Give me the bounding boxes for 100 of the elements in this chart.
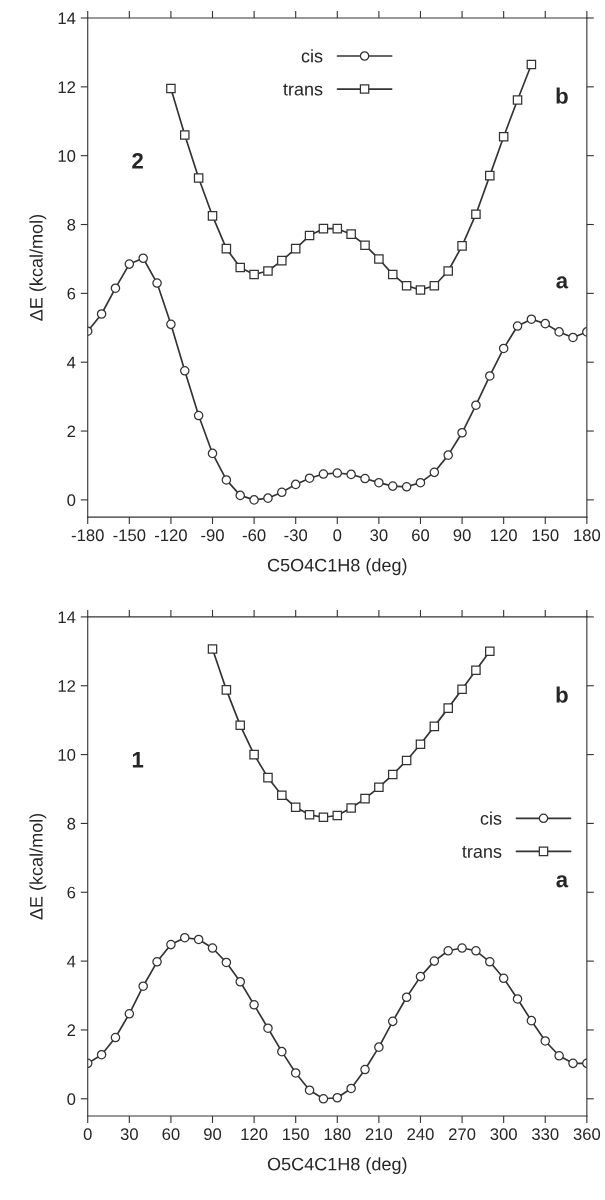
point xyxy=(263,1023,273,1034)
x-tick-label: 120 xyxy=(241,1128,268,1141)
point xyxy=(443,945,453,956)
point xyxy=(318,223,329,234)
point xyxy=(346,229,356,239)
point xyxy=(415,477,426,488)
annotation: a xyxy=(556,875,569,888)
point xyxy=(207,448,218,459)
point xyxy=(374,254,384,264)
point xyxy=(471,945,481,956)
x-tick-label: 270 xyxy=(449,1128,476,1141)
point xyxy=(457,684,467,694)
point xyxy=(290,243,301,254)
point xyxy=(332,810,343,821)
point xyxy=(498,973,509,984)
x-tick-label: 30 xyxy=(370,529,388,542)
point xyxy=(193,410,204,421)
x-tick-label: -90 xyxy=(201,529,224,542)
point xyxy=(387,269,398,280)
point xyxy=(387,1016,398,1027)
point xyxy=(166,83,176,94)
point xyxy=(512,994,523,1004)
point xyxy=(235,976,246,987)
point xyxy=(485,646,495,657)
x-tick-label: 30 xyxy=(120,1128,138,1141)
x-tick-label: 90 xyxy=(204,1128,222,1141)
point xyxy=(96,309,107,319)
y-tick-label: 2 xyxy=(67,425,76,438)
point xyxy=(332,223,343,234)
point xyxy=(471,209,481,219)
point xyxy=(346,1083,356,1094)
annotation: 2 xyxy=(132,152,143,169)
y-tick-label: 14 xyxy=(58,611,76,623)
point xyxy=(249,495,259,505)
point xyxy=(415,285,426,295)
x-tick-label: -60 xyxy=(242,529,266,542)
point xyxy=(110,283,121,293)
point xyxy=(346,803,356,813)
point xyxy=(235,490,246,501)
point xyxy=(526,59,537,70)
point xyxy=(193,173,204,183)
point xyxy=(360,240,370,250)
x-tick-label: 180 xyxy=(324,1128,351,1141)
point xyxy=(166,939,176,950)
y-tick-label: 6 xyxy=(67,886,76,899)
point xyxy=(207,644,218,654)
y-tick-label: 4 xyxy=(67,356,76,369)
point xyxy=(304,1085,315,1095)
x-tick-label: 60 xyxy=(162,1128,180,1141)
point xyxy=(221,243,232,254)
y-tick-label: 12 xyxy=(58,680,76,692)
point xyxy=(318,1093,329,1104)
point xyxy=(193,934,204,945)
y-tick-label: 6 xyxy=(67,287,76,300)
point xyxy=(124,1008,135,1019)
y-tick-label: 2 xyxy=(67,1024,76,1036)
point xyxy=(415,739,426,750)
point xyxy=(263,772,273,783)
point xyxy=(332,468,343,478)
point xyxy=(304,230,315,241)
point xyxy=(221,685,232,695)
point xyxy=(332,1092,343,1103)
point xyxy=(277,790,287,800)
point xyxy=(512,95,523,105)
point xyxy=(526,1015,537,1026)
x-tick-label: 300 xyxy=(490,1128,517,1141)
x-tick-label: 210 xyxy=(365,1128,393,1141)
point xyxy=(401,755,412,766)
point xyxy=(554,1050,564,1061)
point xyxy=(235,720,246,731)
y-tick-label: 8 xyxy=(67,817,76,830)
point xyxy=(318,469,329,479)
x-axis-title: O5C4C1H8 (deg) xyxy=(267,1157,407,1175)
x-tick-label: 0 xyxy=(83,1128,92,1141)
point xyxy=(263,266,273,276)
y-tick-label: 10 xyxy=(58,150,76,162)
x-tick-label: 150 xyxy=(283,1128,309,1141)
point xyxy=(179,932,190,943)
point xyxy=(498,343,509,354)
y-tick-label: 10 xyxy=(58,748,76,761)
point xyxy=(387,769,398,780)
x-tick-label: 90 xyxy=(453,529,471,542)
x-tick-label: -30 xyxy=(284,529,308,542)
y-tick-label: 4 xyxy=(67,955,76,968)
point xyxy=(110,1032,121,1043)
x-tick-label: 150 xyxy=(532,529,559,542)
point xyxy=(471,400,481,411)
point xyxy=(374,477,384,488)
x-tick-label: -120 xyxy=(154,529,187,542)
point xyxy=(221,957,232,968)
point xyxy=(138,981,148,992)
point xyxy=(290,802,301,813)
point xyxy=(540,318,551,329)
point xyxy=(346,469,356,480)
point xyxy=(401,482,412,492)
point xyxy=(374,1042,384,1052)
point xyxy=(304,810,315,820)
x-tick-label: 0 xyxy=(333,529,342,542)
point xyxy=(429,280,440,291)
x-tick-label: -150 xyxy=(113,529,146,542)
